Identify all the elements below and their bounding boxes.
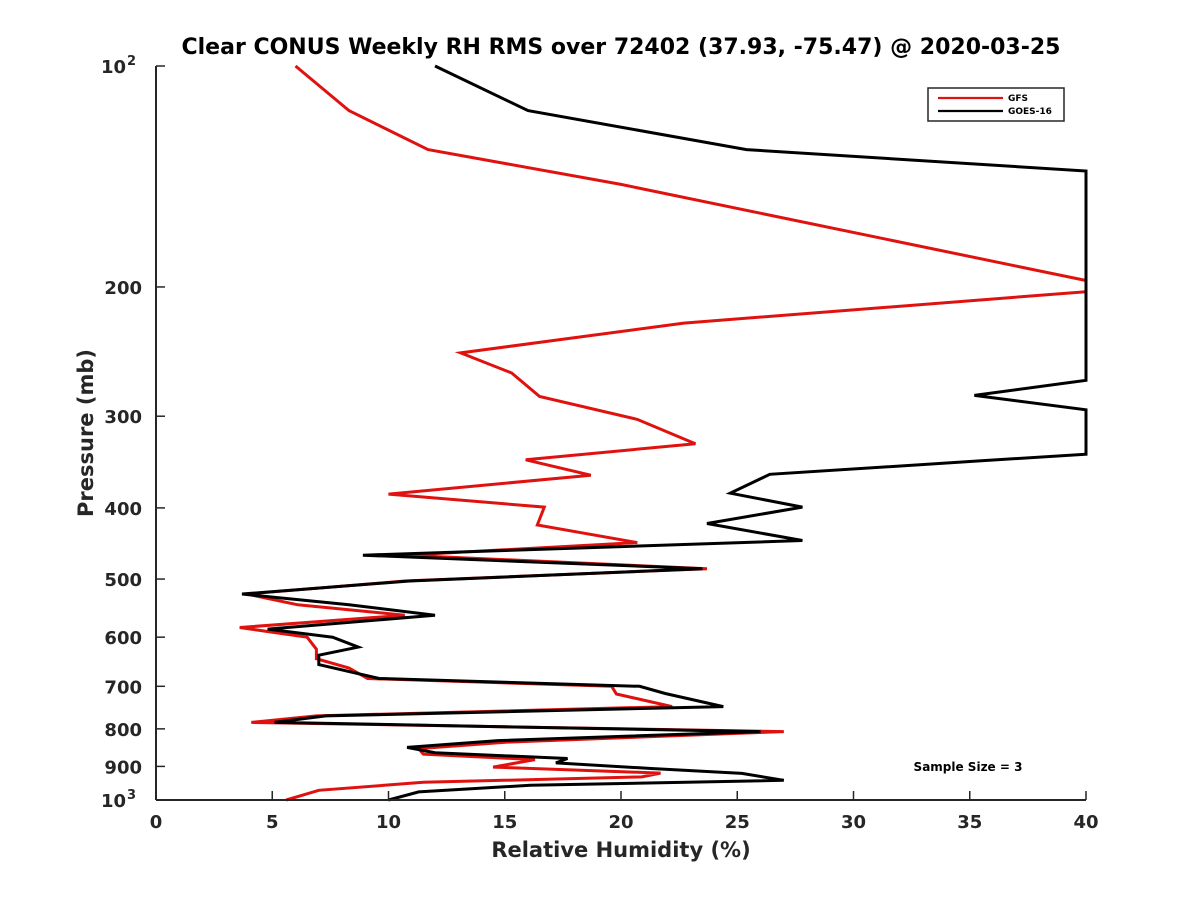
y-axis-label: Pressure (mb) bbox=[74, 349, 98, 517]
x-axis-label: Relative Humidity (%) bbox=[491, 838, 750, 862]
y-tick-exponent: 2 bbox=[127, 54, 136, 69]
x-tick-label: 15 bbox=[492, 812, 517, 833]
y-tick-label: 10 bbox=[101, 791, 126, 812]
plot-lines bbox=[239, 64, 1088, 802]
y-tick-label: 900 bbox=[104, 757, 142, 778]
y-tick-label: 10 bbox=[101, 57, 126, 78]
legend-label-gfs: GFS bbox=[1008, 94, 1028, 104]
x-tick-label: 20 bbox=[608, 812, 633, 833]
y-tick-label: 400 bbox=[104, 499, 142, 520]
x-tick-label: 35 bbox=[957, 812, 982, 833]
sample-size-annotation: Sample Size = 3 bbox=[914, 760, 1023, 774]
x-tick-label: 25 bbox=[725, 812, 750, 833]
y-tick-label: 500 bbox=[104, 570, 142, 591]
legend: GFS GOES-16 bbox=[927, 87, 1065, 122]
y-tick-label: 200 bbox=[104, 278, 142, 299]
x-ticks: 0 5 10 15 20 25 30 35 40 bbox=[150, 791, 1099, 833]
x-tick-label: 30 bbox=[841, 812, 866, 833]
x-tick-label: 0 bbox=[150, 812, 163, 833]
legend-label-goes16: GOES-16 bbox=[1008, 107, 1052, 117]
x-tick-label: 10 bbox=[376, 812, 401, 833]
y-tick-label: 800 bbox=[104, 720, 142, 741]
y-tick-label: 700 bbox=[104, 677, 142, 698]
y-tick-exponent: 3 bbox=[127, 788, 136, 803]
legend-box bbox=[927, 87, 1065, 122]
x-tick-label: 5 bbox=[266, 812, 279, 833]
y-tick-label: 300 bbox=[104, 407, 142, 428]
series-line-goes16 bbox=[241, 64, 1088, 802]
chart-title: Clear CONUS Weekly RH RMS over 72402 (37… bbox=[182, 35, 1061, 60]
y-tick-label: 600 bbox=[104, 628, 142, 649]
x-tick-label: 40 bbox=[1073, 812, 1098, 833]
